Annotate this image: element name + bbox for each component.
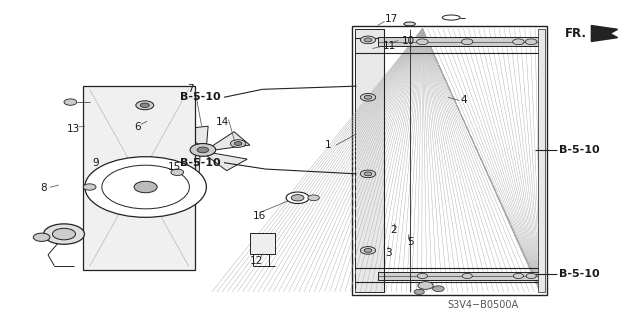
Circle shape [171,169,184,175]
Circle shape [360,247,376,254]
Ellipse shape [404,22,415,26]
Circle shape [84,157,206,217]
Circle shape [52,228,76,240]
Text: B-5-10: B-5-10 [559,269,599,279]
Text: B-5-10: B-5-10 [559,145,599,155]
Bar [538,29,545,292]
Circle shape [461,39,473,45]
Polygon shape [207,153,247,171]
Circle shape [308,195,319,201]
Circle shape [513,273,524,278]
Circle shape [197,147,209,153]
Ellipse shape [442,15,460,20]
Circle shape [234,142,242,145]
Text: 1: 1 [325,140,332,150]
Circle shape [462,273,472,278]
Circle shape [291,195,304,201]
Text: 14: 14 [216,117,229,127]
Text: 3: 3 [385,248,392,258]
Text: 5: 5 [408,237,414,247]
Circle shape [190,144,216,156]
Circle shape [44,224,84,244]
Bar [352,26,547,295]
Bar [355,29,384,292]
Text: 7: 7 [188,84,194,94]
Circle shape [364,38,372,42]
Circle shape [364,172,372,176]
Circle shape [33,233,50,241]
Bar [250,233,275,254]
Polygon shape [212,132,250,150]
Circle shape [360,93,376,101]
Circle shape [134,181,157,193]
Text: 11: 11 [383,41,396,51]
Text: 8: 8 [40,183,47,193]
Circle shape [136,101,154,110]
Text: 13: 13 [67,123,79,134]
Circle shape [286,192,309,204]
Bar [378,37,541,46]
Circle shape [414,289,424,294]
Circle shape [83,184,96,190]
Text: 16: 16 [253,211,266,221]
Text: 10: 10 [402,35,415,46]
Text: 2: 2 [390,225,397,235]
Polygon shape [178,126,208,144]
Text: 15: 15 [168,162,180,172]
Circle shape [360,36,376,44]
Circle shape [526,273,536,278]
Text: B-5-10: B-5-10 [180,92,221,102]
Bar [378,272,541,280]
Circle shape [417,39,428,45]
Ellipse shape [415,27,430,33]
Circle shape [230,140,246,147]
Polygon shape [156,140,193,156]
Polygon shape [171,154,200,174]
Circle shape [360,170,376,178]
Circle shape [513,39,524,45]
Text: S3V4−B0500A: S3V4−B0500A [447,300,519,310]
Circle shape [140,103,149,108]
Text: FR.: FR. [565,27,587,40]
Circle shape [64,99,77,105]
Text: B-5-10: B-5-10 [180,158,221,168]
Bar [83,86,195,270]
Text: 17: 17 [385,14,398,24]
Circle shape [102,165,189,209]
Circle shape [525,39,537,45]
Text: 6: 6 [134,122,141,132]
Text: 4: 4 [461,95,467,106]
Text: 12: 12 [250,256,262,266]
Circle shape [417,273,428,278]
Text: 9: 9 [93,158,99,168]
Circle shape [433,286,444,292]
Circle shape [418,282,433,289]
Polygon shape [591,26,618,41]
Circle shape [364,95,372,99]
Circle shape [364,249,372,252]
